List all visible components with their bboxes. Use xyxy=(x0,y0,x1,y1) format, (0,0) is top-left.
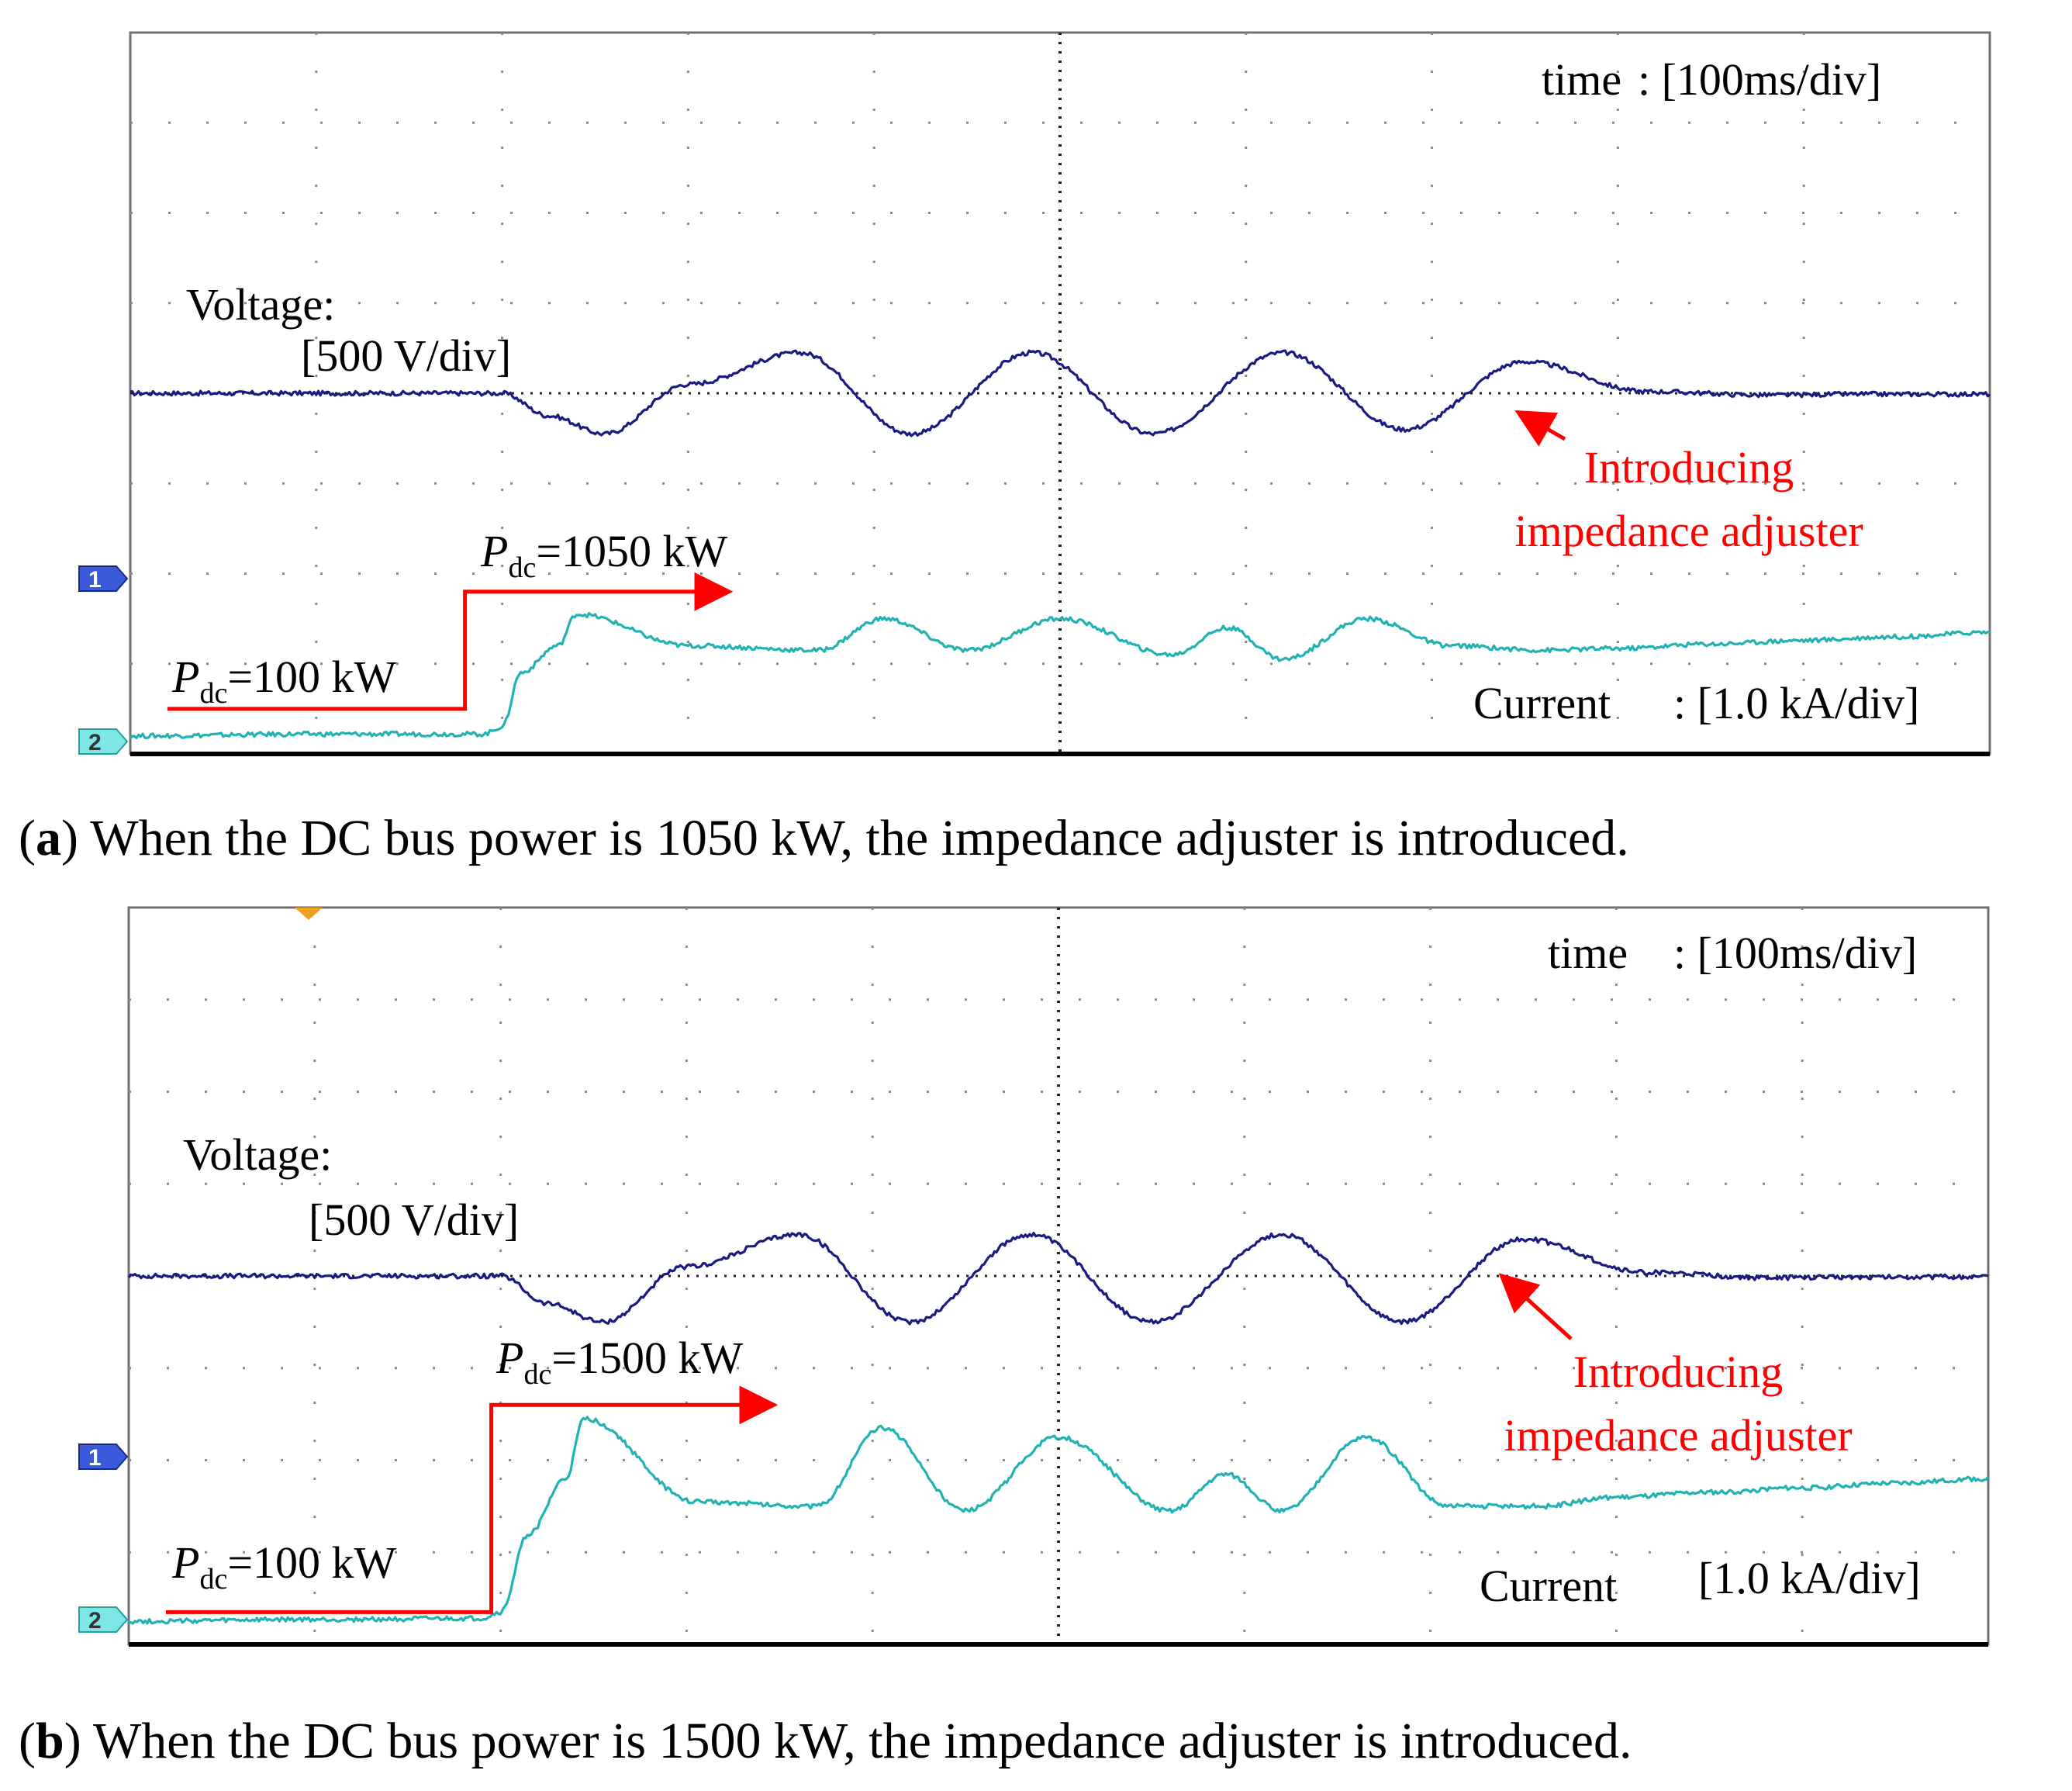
annotation-line-1: Introducing xyxy=(1584,442,1794,493)
annotation-arrow xyxy=(1498,1273,1573,1340)
svg-text:1: 1 xyxy=(88,1445,102,1471)
pdc-low-label: Pdc=100 kW xyxy=(171,652,397,710)
channel-1-marker: 1 xyxy=(78,1444,129,1471)
current-label: Current xyxy=(1480,1561,1617,1611)
time-label: time xyxy=(1542,54,1621,105)
grid xyxy=(129,908,1988,1644)
channel-2-marker: 2 xyxy=(78,1606,129,1634)
channel-1-marker: 1 xyxy=(78,565,129,593)
annotation-line-2: impedance adjuster xyxy=(1514,506,1863,556)
voltage-trace xyxy=(130,349,1991,437)
time-label: time xyxy=(1548,928,1628,978)
annotation-arrow xyxy=(1514,410,1566,447)
voltage-trace xyxy=(127,1232,1989,1326)
voltage-scale: [500 V/div] xyxy=(309,1195,519,1245)
annotation-line-2: impedance adjuster xyxy=(1504,1410,1852,1461)
trigger-marker xyxy=(295,908,323,920)
time-scale: : [100ms/div] xyxy=(1673,928,1917,978)
caption-a: (a) When the DC bus power is 1050 kW, th… xyxy=(19,810,1629,866)
voltage-label: Voltage: xyxy=(186,279,335,330)
current-trace xyxy=(129,1416,1990,1625)
traces xyxy=(129,349,1991,739)
caption-b: (b) When the DC bus power is 1500 kW, th… xyxy=(19,1713,1632,1769)
current-trace xyxy=(129,612,1991,739)
scope-panel-b: 1 2 time : [100ms/div] Voltage: [500 V/d… xyxy=(19,906,1990,1769)
svg-text:1: 1 xyxy=(88,567,102,593)
current-scale: : [1.0 kA/div] xyxy=(1673,678,1919,728)
voltage-scale: [500 V/div] xyxy=(301,330,511,381)
voltage-label: Voltage: xyxy=(183,1129,332,1180)
current-label: Current xyxy=(1473,678,1611,728)
annotation-line-1: Introducing xyxy=(1573,1347,1784,1397)
pdc-step-line xyxy=(166,1385,779,1614)
pdc-step-line xyxy=(167,572,734,711)
pdc-high-label: Pdc=1050 kW xyxy=(480,526,728,584)
channel-2-marker: 2 xyxy=(78,728,129,755)
svg-text:2: 2 xyxy=(88,1608,102,1634)
current-scale: [1.0 kA/div] xyxy=(1698,1553,1921,1603)
scope-panel-a: 1 2 time : [100ms/div] Voltage: [500 V/d… xyxy=(19,31,1991,866)
traces xyxy=(127,1232,1990,1625)
time-scale: : [100ms/div] xyxy=(1638,54,1881,105)
pdc-low-label: Pdc=100 kW xyxy=(171,1537,397,1596)
pdc-high-label: Pdc=1500 kW xyxy=(496,1333,744,1391)
svg-text:2: 2 xyxy=(88,730,102,755)
